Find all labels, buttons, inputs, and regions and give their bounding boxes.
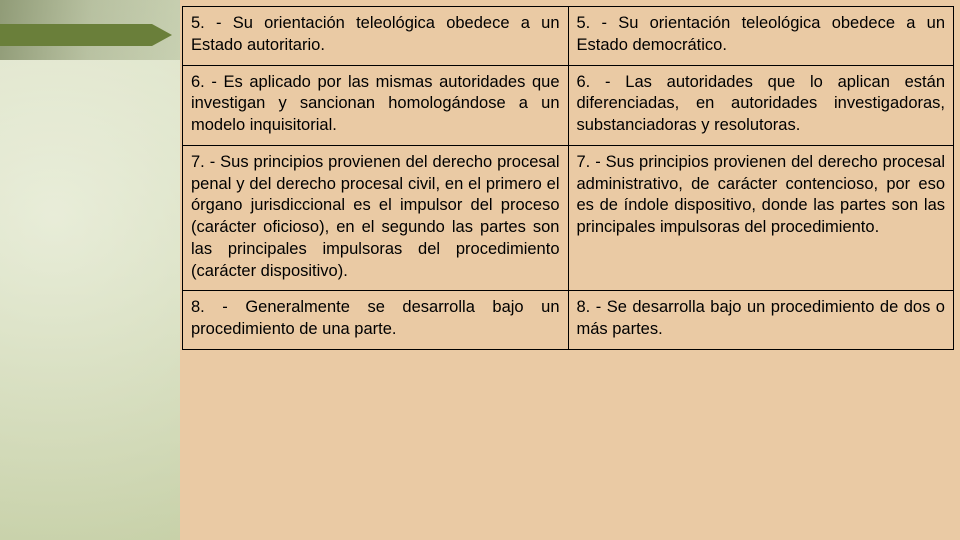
table-row: 5. - Su orientación teleológica obedece … [183,7,954,66]
cell-right-7: 7. - Sus principios provienen del derech… [568,145,954,291]
cell-right-6: 6. - Las autoridades que lo aplican está… [568,65,954,145]
accent-bar-arrowhead [152,24,172,46]
table-row: 7. - Sus principios provienen del derech… [183,145,954,291]
cell-left-5: 5. - Su orientación teleológica obedece … [183,7,569,66]
accent-bar-body [0,24,152,46]
table-row: 8. - Generalmente se desarrolla bajo un … [183,291,954,350]
accent-arrow-bar [0,24,172,46]
comparison-table: 5. - Su orientación teleológica obedece … [182,6,954,350]
table-row: 6. - Es aplicado por las mismas autorida… [183,65,954,145]
cell-right-8: 8. - Se desarrolla bajo un procedimiento… [568,291,954,350]
left-decorative-panel [0,0,180,540]
cell-left-7: 7. - Sus principios provienen del derech… [183,145,569,291]
cell-left-8: 8. - Generalmente se desarrolla bajo un … [183,291,569,350]
cell-left-6: 6. - Es aplicado por las mismas autorida… [183,65,569,145]
comparison-table-container: 5. - Su orientación teleológica obedece … [182,6,954,350]
cell-right-5: 5. - Su orientación teleológica obedece … [568,7,954,66]
